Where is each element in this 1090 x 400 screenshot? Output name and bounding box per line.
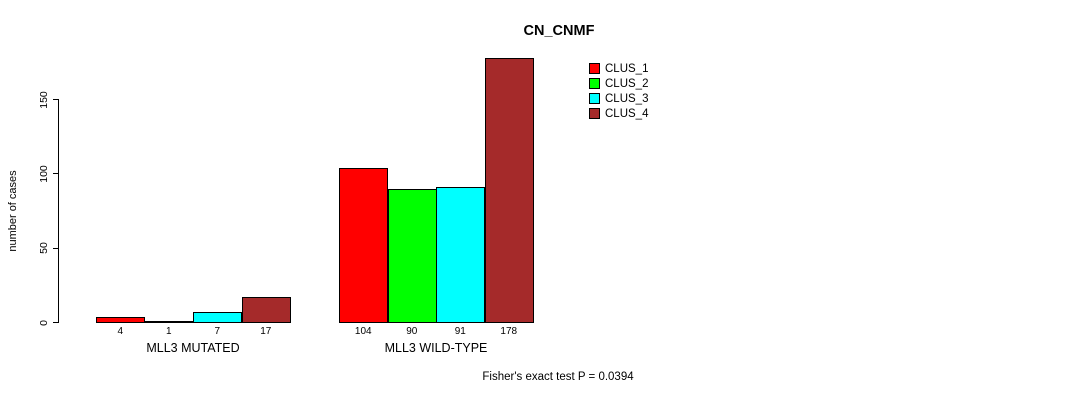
y-tick-label: 100 bbox=[38, 165, 50, 183]
bar bbox=[193, 312, 242, 323]
legend-swatch bbox=[589, 63, 600, 74]
bar bbox=[241, 297, 291, 323]
legend-label: CLUS_2 bbox=[605, 77, 649, 90]
y-axis-line bbox=[58, 99, 60, 324]
legend-swatch bbox=[589, 78, 600, 89]
bar-value-label: 104 bbox=[354, 326, 372, 337]
legend-swatch bbox=[589, 108, 600, 119]
y-tick-label: 50 bbox=[38, 242, 50, 255]
bar bbox=[436, 187, 485, 323]
bar-value-label: 90 bbox=[406, 326, 418, 337]
bar-value-label: 17 bbox=[260, 326, 272, 337]
bar-value-label: 178 bbox=[500, 326, 518, 337]
bar bbox=[387, 188, 437, 323]
bar bbox=[96, 316, 145, 323]
legend-label: CLUS_4 bbox=[605, 107, 649, 120]
legend-row: CLUS_2 bbox=[589, 76, 648, 91]
chart-title: CN_CNMF bbox=[523, 23, 595, 39]
y-tick-mark bbox=[52, 99, 59, 101]
legend-row: CLUS_4 bbox=[589, 106, 648, 121]
y-tick-label: 0 bbox=[38, 319, 50, 326]
y-tick-mark bbox=[52, 247, 59, 249]
legend-row: CLUS_3 bbox=[589, 91, 648, 106]
legend-label: CLUS_3 bbox=[605, 92, 649, 105]
legend-row: CLUS_1 bbox=[589, 61, 648, 76]
legend: CLUS_1 CLUS_2 CLUS_3 CLUS_4 bbox=[589, 61, 648, 121]
bar-value-label: 4 bbox=[117, 326, 124, 337]
y-tick-mark bbox=[52, 321, 59, 324]
y-tick-mark bbox=[52, 173, 59, 175]
bar-value-label: 91 bbox=[454, 326, 466, 337]
bar bbox=[144, 320, 194, 323]
bar bbox=[484, 57, 534, 323]
legend-swatch bbox=[589, 93, 600, 104]
bar bbox=[339, 167, 388, 323]
group-label: MLL3 MUTATED bbox=[146, 340, 240, 355]
bar-value-label: 1 bbox=[165, 326, 172, 337]
group-label: MLL3 WILD-TYPE bbox=[384, 340, 488, 355]
y-tick-label: 150 bbox=[38, 90, 50, 109]
bar-value-label: 7 bbox=[214, 326, 221, 337]
annotation: Fisher's exact test P = 0.0394 bbox=[482, 371, 634, 383]
legend-label: CLUS_1 bbox=[605, 62, 649, 75]
